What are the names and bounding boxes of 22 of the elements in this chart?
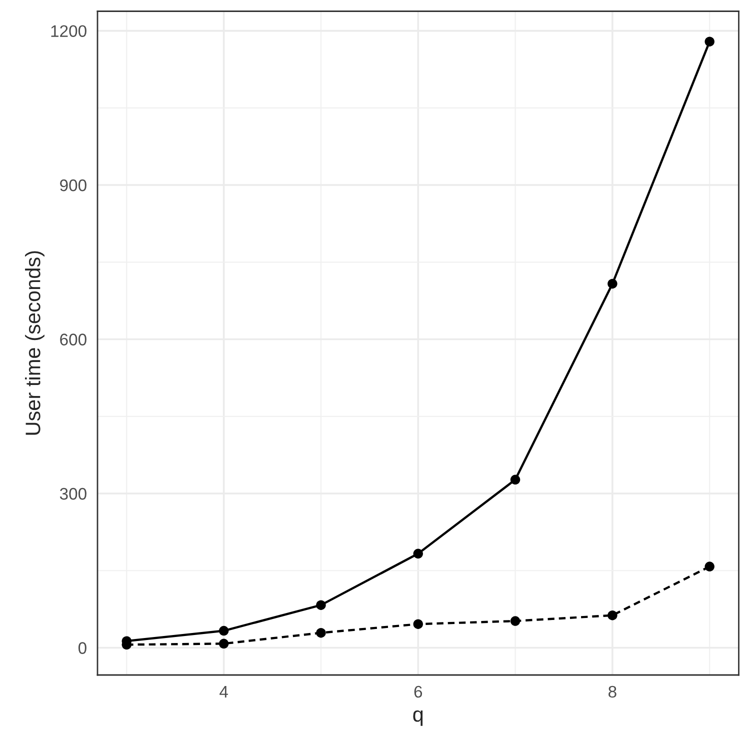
point bbox=[316, 600, 326, 610]
y-axis-title: User time (seconds) bbox=[25, 251, 44, 435]
y-tick-label: 900 bbox=[60, 179, 86, 192]
y-tick-label: 0 bbox=[78, 642, 86, 654]
x-tick-label: 4 bbox=[220, 686, 228, 698]
point bbox=[218, 638, 229, 648]
y-tick-label: 600 bbox=[60, 334, 86, 346]
point bbox=[218, 626, 229, 636]
point bbox=[608, 278, 618, 289]
x-tick-label: 6 bbox=[414, 686, 422, 698]
y-tick-label: 1200 bbox=[51, 25, 86, 37]
x-tick-label: 8 bbox=[608, 686, 616, 698]
point bbox=[608, 610, 618, 620]
point bbox=[510, 474, 520, 484]
point bbox=[704, 36, 714, 46]
y-tick-label: 300 bbox=[60, 488, 86, 500]
x-axis-title: q bbox=[413, 710, 423, 726]
point bbox=[413, 619, 423, 629]
point bbox=[510, 616, 520, 626]
point bbox=[316, 628, 326, 638]
point bbox=[704, 562, 714, 572]
point bbox=[413, 548, 423, 559]
